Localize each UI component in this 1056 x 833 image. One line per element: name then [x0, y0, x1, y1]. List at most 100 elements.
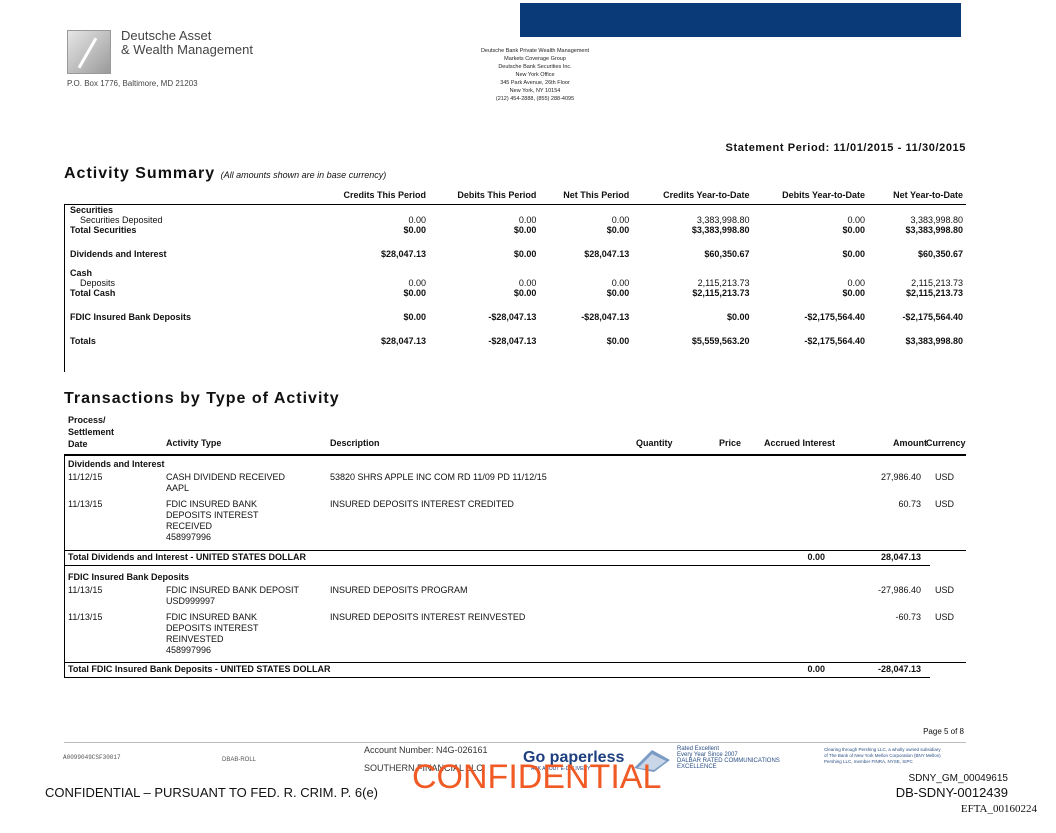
confidential-stamp: CONFIDENTIAL: [412, 758, 662, 796]
summary-cell: [752, 268, 868, 278]
summary-col-header: Debits Year-to-Date: [752, 189, 868, 205]
tx-activity-line: USD999997: [166, 596, 216, 606]
activity-summary-title: Activity Summary: [64, 165, 216, 182]
col-description-header: Description: [330, 438, 380, 448]
db-sdny-number: DB-SDNY-0012439: [895, 785, 1008, 800]
summary-cell: $3,383,998.80: [905, 335, 963, 346]
summary-row: Securities: [64, 204, 966, 215]
col-date-header: Process/ Settlement Date: [68, 414, 114, 450]
group-total-label: Total Dividends and Interest - UNITED ST…: [68, 552, 307, 562]
sdny-gm-number: SDNY_GM_00049615: [908, 773, 1008, 784]
tx-description: INSURED DEPOSITS INTEREST REINVESTED: [330, 612, 526, 622]
tx-header-rule: [64, 454, 966, 456]
brand-name: Deutsche Asset & Wealth Management: [121, 29, 253, 57]
summary-cell: $28,047.13: [381, 335, 427, 346]
summary-cell: $0.00: [403, 224, 427, 235]
activity-summary-heading: Activity Summary (All amounts shown are …: [64, 165, 386, 183]
summary-cell: [868, 204, 966, 215]
tx-activity-line: AAPL: [166, 483, 190, 493]
group-total-amount: -28,047.13: [877, 664, 921, 674]
go-paperless: Go paperless: [523, 749, 625, 766]
summary-row-label: Securities: [70, 204, 114, 215]
summary-cell: [539, 268, 632, 278]
summary-cell: [314, 268, 429, 278]
group-title-fdic: FDIC Insured Bank Deposits: [68, 572, 190, 582]
tx-activity-line: DEPOSITS INTEREST: [166, 510, 259, 520]
summary-col-header: Credits Year-to-Date: [632, 189, 753, 205]
summary-row: Cash: [64, 268, 966, 278]
summary-cell: $2,115,213.73: [692, 287, 750, 298]
summary-row-label: Deposits: [80, 277, 116, 288]
summary-cell: 0.00: [611, 214, 630, 225]
summary-cell: $0.00: [842, 248, 865, 259]
footer-code-mid: DBAB-ROLL: [222, 757, 257, 763]
tx-activity-line: REINVESTED: [166, 634, 224, 644]
summary-cell: 0.00: [847, 214, 865, 225]
summary-cell: 0.00: [408, 277, 427, 288]
summary-cell: $3,383,998.80: [691, 224, 750, 235]
pershing-text: Clearing through Pershing LLC, a wholly …: [824, 747, 941, 765]
office-line: New York, NY 10154: [509, 88, 561, 94]
summary-cell: $60,350.67: [704, 248, 750, 259]
summary-row: Total Securities $0.00 $0.00 $0.00 $3,383,99…: [64, 225, 966, 244]
col-accrued-interest-header: Accrued Interest: [764, 438, 836, 448]
office-line: Deutsche Bank Securities Inc.: [498, 64, 572, 70]
summary-cell: [429, 204, 539, 215]
summary-cell: [314, 204, 429, 215]
tx-description: INSURED DEPOSITS PROGRAM: [330, 585, 468, 595]
activity-summary-table: Credits This Period Debits This Period N…: [64, 189, 966, 355]
dalbar-line: Every Year Since 2007: [677, 752, 738, 758]
summary-cell: 0.00: [518, 277, 537, 288]
summary-col-header: Credits This Period: [314, 189, 430, 205]
summary-cell: 0.00: [518, 214, 537, 225]
tx-activity-line: 458997996: [166, 645, 212, 655]
group-total-amount: 28,047.13: [880, 552, 921, 562]
tx-amount: 60.73: [898, 499, 921, 509]
summary-row-label: Total Cash: [70, 287, 116, 298]
group-total-label: Total FDIC Insured Bank Deposits - UNITE…: [68, 664, 331, 674]
col-activity-type-header: Activity Type: [166, 438, 222, 448]
summary-cell: 0.00: [847, 277, 865, 288]
summary-cell: $0.00: [842, 287, 865, 298]
tx-activity: FDIC INSURED BANK DEPOSIT USD999997: [166, 585, 299, 607]
group-total-accrued: 0.00: [807, 664, 825, 674]
summary-cell: $5,559,563.20: [691, 335, 750, 346]
summary-cell: -$2,175,564.40: [804, 335, 865, 346]
brand-line-2: & Wealth Management: [121, 42, 253, 57]
activity-summary-note: (All amounts shown are in base currency): [220, 170, 387, 180]
summary-cell: $0.00: [513, 224, 537, 235]
summary-row-label: Dividends and Interest: [70, 248, 167, 259]
tx-activity-line: DEPOSITS INTEREST: [166, 623, 259, 633]
summary-cell: $0.00: [842, 224, 865, 235]
firm-name: SOUTHERN FINANCIAL LLC: [364, 763, 483, 773]
summary-header-row: Credits This Period Debits This Period N…: [64, 189, 966, 205]
tx-description: INSURED DEPOSITS INTEREST CREDITED: [330, 499, 514, 509]
tx-activity-line: FDIC INSURED BANK: [166, 499, 258, 509]
col-currency-header: Currency: [926, 438, 966, 448]
tx-date: 11/13/15: [68, 612, 103, 622]
tx-activity: CASH DIVIDEND RECEIVED AAPL: [166, 472, 285, 494]
summary-col-header: Net This Period: [539, 189, 633, 205]
col-date-line: Date: [68, 439, 88, 449]
summary-cell: $2,115,213.73: [905, 287, 963, 298]
summary-cell: -$2,175,564.40: [804, 311, 865, 322]
summary-cell: $3,383,998.80: [905, 224, 963, 235]
office-line: New York Office: [515, 72, 555, 78]
col-date-line: Process/: [68, 415, 106, 425]
summary-col-header: Net Year-to-Date: [867, 189, 966, 205]
col-price-header: Price: [719, 438, 742, 448]
summary-row-label: Totals: [70, 335, 96, 346]
pershing-line: of The Bank of New York Mellon Corporati…: [824, 753, 941, 758]
tx-activity-line: FDIC INSURED BANK: [166, 612, 258, 622]
tx-description: 53820 SHRS APPLE INC COM RD 11/09 PD 11/…: [330, 472, 547, 482]
summary-cell: $0.00: [606, 224, 630, 235]
summary-cell: $0.00: [513, 248, 537, 259]
summary-cell: $0.00: [513, 287, 537, 298]
header-bar: [520, 3, 961, 37]
ask-delivery: ASK ABOUT E-DELIVERY: [531, 766, 591, 772]
footer-code-left: A0099049CSF30017: [63, 754, 121, 761]
summary-cell: [752, 204, 868, 215]
tx-currency: USD: [935, 472, 955, 482]
pershing-line: Pershing LLC, member FINRA, NYSE, SIPC: [824, 759, 913, 764]
group-total-rule-bottom: [64, 565, 930, 566]
